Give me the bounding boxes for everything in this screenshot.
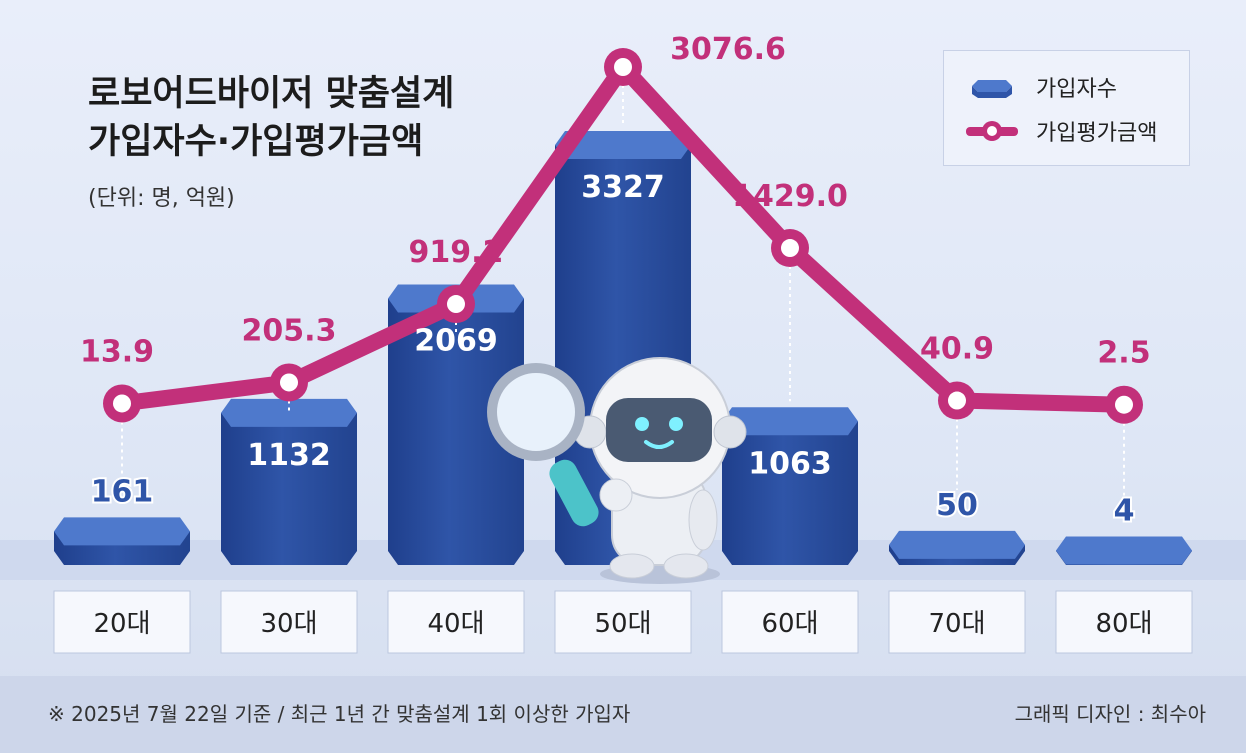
chart-title: 로보어드바이저 맞춤설계 가입자수·가입평가금액	[88, 70, 454, 166]
bar-value-label: 4	[1114, 494, 1135, 529]
line-value-label: 3076.6	[670, 32, 786, 67]
line-value-label: 2.5	[1097, 336, 1150, 371]
legend-item-line: 가입평가금액	[962, 115, 1157, 147]
line-value-label: 13.9	[80, 334, 154, 369]
category-label: 30대	[260, 609, 317, 639]
line-value-label: 1429.0	[732, 179, 848, 214]
bar	[388, 298, 524, 565]
legend-line-label: 가입평가금액	[1036, 121, 1158, 146]
line-point-center	[1115, 395, 1133, 414]
category-box	[387, 590, 525, 654]
bar-top	[889, 530, 1025, 559]
category-label: 50대	[594, 609, 651, 639]
robot-hand	[599, 478, 633, 512]
bar-value-label: 50	[936, 488, 978, 523]
robot-eye	[669, 417, 683, 431]
line-value-label: 919.2	[409, 235, 504, 270]
title-line-2: 가입자수·가입평가금액	[88, 122, 424, 162]
robot-ear	[713, 415, 747, 449]
bar-value-label: 1063	[748, 446, 832, 481]
bar-top	[221, 398, 357, 427]
bar-value-label: 3327	[581, 170, 665, 205]
magnifier-lens	[487, 363, 585, 461]
line-point-center	[948, 391, 966, 410]
bar-top	[54, 517, 190, 546]
line-point-center	[447, 295, 465, 314]
bar-swatch-icon	[972, 80, 1012, 98]
legend-item-bar: 가입자수	[962, 71, 1117, 103]
magnifier-icon	[487, 363, 633, 527]
category-label: 80대	[1095, 609, 1152, 639]
category-box	[220, 590, 358, 654]
category-label: 60대	[761, 609, 818, 639]
graphic-credit: 그래픽 디자인 : 최수아	[1014, 702, 1206, 726]
category-box	[888, 590, 1026, 654]
line-point-center	[113, 394, 131, 413]
footnote: ※ 2025년 7월 22일 기준 / 최근 1년 간 맞춤설계 1회 이상한 …	[48, 702, 631, 726]
line-point-center	[280, 373, 298, 392]
category-label: 40대	[427, 609, 484, 639]
line-point-center	[614, 58, 632, 76]
legend-bar-label: 가입자수	[1036, 77, 1117, 102]
legend: 가입자수 가입평가금액	[943, 50, 1190, 166]
bar-top	[555, 131, 691, 159]
bar-value-label: 1132	[247, 438, 331, 473]
robot-foot	[609, 553, 655, 579]
category-label: 20대	[93, 609, 150, 639]
bar	[221, 412, 357, 565]
footer-bar: ※ 2025년 7월 22일 기준 / 최근 1년 간 맞춤설계 1회 이상한 …	[0, 676, 1246, 753]
magnifier-handle	[549, 459, 599, 527]
line-point-center	[781, 239, 799, 258]
bar	[722, 421, 858, 565]
robot-eye	[635, 417, 649, 431]
bar-top	[1056, 536, 1192, 565]
bar-value-label: 161	[91, 474, 154, 509]
category-box	[721, 590, 859, 654]
category-box	[554, 590, 692, 654]
category-box	[1055, 590, 1193, 654]
robot-smile	[644, 440, 674, 449]
line-value-label: 40.9	[920, 332, 994, 367]
robot-arm	[688, 489, 718, 551]
robot-face-screen	[606, 398, 712, 462]
line-value-label: 205.3	[242, 313, 337, 348]
line-swatch-icon	[966, 121, 1018, 141]
bar-top	[722, 407, 858, 436]
robot-mascot-icon	[573, 357, 747, 584]
unit-label: (단위: 명, 억원)	[88, 186, 235, 211]
bar-value-label: 2069	[414, 324, 498, 359]
robot-foot	[663, 553, 709, 579]
category-box	[53, 590, 191, 654]
category-label: 70대	[928, 609, 985, 639]
title-line-1: 로보어드바이저 맞춤설계	[88, 74, 455, 114]
